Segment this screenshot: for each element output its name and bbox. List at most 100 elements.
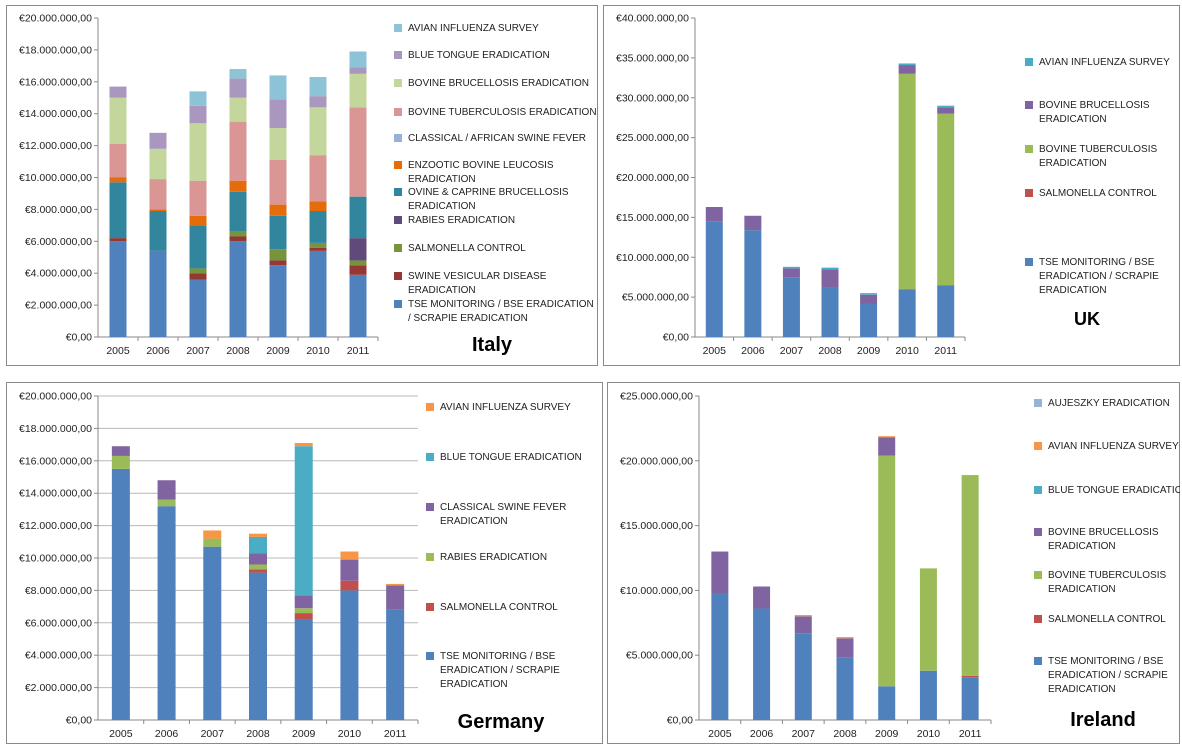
legend-label: ERADICATION / SCRAPIE [1039, 271, 1159, 282]
bar-segment [937, 107, 955, 114]
legend-label: SALMONELLA CONTROL [440, 602, 558, 613]
bar-segment [794, 616, 812, 634]
bar-segment [919, 568, 937, 671]
bar-segment [229, 241, 247, 337]
bar-segment [705, 221, 723, 337]
bar-segment [309, 77, 327, 97]
x-tick-label: 2008 [226, 345, 250, 357]
legend-label: TSE MONITORING / BSE ERADICATION [408, 299, 594, 310]
bar-segment [229, 69, 247, 79]
legend-label: ERADICATION [1048, 541, 1116, 552]
legend-label: SALMONELLA CONTROL [1039, 188, 1157, 199]
chart-ireland: €0,00 €5.000.000,00 €10.000.000,00 €15.000.… [607, 382, 1182, 744]
legend-label: BLUE TONGUE ERADICATION [408, 50, 550, 61]
x-tick-label: 2006 [741, 345, 765, 357]
legend-swatch [426, 652, 434, 660]
legend-label: TSE MONITORING / BSE [1039, 257, 1155, 268]
legend-swatch [1034, 615, 1042, 623]
legend-swatch [394, 161, 402, 169]
legend-swatch [1034, 657, 1042, 665]
chart-title-ireland: Ireland [1070, 709, 1136, 731]
x-tick-label: 2008 [818, 345, 842, 357]
bar-segment [294, 446, 313, 596]
bar-segment [294, 619, 313, 720]
bar-segment [109, 97, 127, 145]
bar-segment [836, 637, 854, 639]
chart-panel-germany: €0,00 €2.000.000,00 €4.000.000,00 €6.000.00… [6, 382, 603, 744]
y-tick-label: €0,00 [66, 332, 92, 344]
legend-label: ENZOOTIC BOVINE LEUCOSIS [408, 160, 554, 171]
x-tick-label: 2011 [347, 345, 370, 357]
y-tick-label: €18.000.000,00 [19, 423, 92, 435]
bar-segment [249, 569, 267, 573]
y-tick-label: €0,00 [66, 715, 92, 727]
bar-segment [269, 215, 287, 250]
x-tick-label: 2008 [246, 728, 270, 740]
bar-segment [705, 207, 723, 222]
bar-segment [782, 266, 800, 269]
y-tick-label: €30.000.000,00 [616, 92, 689, 104]
bar-segment [189, 91, 207, 106]
legend-swatch [394, 51, 402, 59]
y-tick-label: €25.000.000,00 [616, 132, 689, 144]
legend-swatch [394, 188, 402, 196]
bar-segment [189, 273, 207, 280]
legend-swatch [426, 603, 434, 611]
chart-panel-uk: €0,00 €5.000.000,00 €10.000.000,00 €15.000.… [603, 5, 1180, 366]
bar-segment [349, 260, 367, 266]
bar-segment [109, 238, 127, 242]
bar-segment [111, 468, 130, 720]
bar-segment [269, 159, 287, 205]
bar-segment [386, 585, 405, 610]
bar-segment [294, 595, 313, 609]
bar-segment [149, 250, 167, 337]
y-tick-label: €10.000.000,00 [620, 585, 693, 597]
bar-segment [203, 530, 222, 539]
legend-label: ERADICATION [1039, 285, 1107, 296]
chart-germany: €0,00 €2.000.000,00 €4.000.000,00 €6.000.00… [6, 382, 603, 744]
bar-segment [836, 638, 854, 658]
y-tick-label: €2.000.000,00 [25, 300, 92, 312]
y-tick-label: €16.000.000,00 [19, 76, 92, 88]
bar-segment [309, 242, 327, 248]
y-tick-label: €12.000.000,00 [19, 520, 92, 532]
bar-segment [294, 608, 313, 614]
chart-title-uk: UK [1074, 309, 1100, 329]
y-tick-label: €5.000.000,00 [622, 292, 689, 304]
y-tick-label: €5.000.000,00 [626, 650, 693, 662]
bar-segment [349, 51, 367, 68]
bar-segment [753, 608, 771, 720]
bar-segment [249, 533, 267, 537]
y-tick-label: €10.000.000,00 [19, 172, 92, 184]
bar-segment [294, 442, 313, 447]
legend-label: ERADICATION [408, 285, 476, 296]
legend-swatch [394, 244, 402, 252]
legend-label: CLASSICAL SWINE FEVER [440, 502, 566, 513]
bar-segment [189, 225, 207, 269]
bar-segment [919, 670, 937, 720]
bar-segment [836, 657, 854, 720]
y-tick-label: €4.000.000,00 [25, 650, 92, 662]
bar-segment [782, 268, 800, 278]
bar-segment [386, 583, 405, 586]
y-tick-label: €20.000.000,00 [19, 13, 92, 25]
legend-label: BOVINE TUBERCULOSIS ERADICATION [408, 107, 597, 118]
bar-segment [821, 267, 839, 270]
bar-segment [189, 105, 207, 124]
bar-segment [229, 231, 247, 237]
bar-segment [753, 586, 771, 609]
legend-label: CLASSICAL / AFRICAN SWINE FEVER [408, 133, 586, 144]
bar-segment [109, 144, 127, 178]
bar-segment [898, 289, 916, 337]
y-tick-label: €18.000.000,00 [19, 44, 92, 56]
bar-segment [878, 436, 896, 438]
x-tick-label: 2011 [384, 728, 407, 740]
chart-title-italy: Italy [472, 334, 513, 356]
legend-label: / SCRAPIE ERADICATION [408, 313, 528, 324]
bar-segment [711, 592, 729, 720]
bar-segment [294, 613, 313, 620]
y-tick-label: €16.000.000,00 [19, 455, 92, 467]
y-tick-label: €10.000.000,00 [616, 252, 689, 264]
bar-segment [340, 559, 359, 581]
legend-label: AUJESZKY ERADICATION [1048, 398, 1170, 409]
